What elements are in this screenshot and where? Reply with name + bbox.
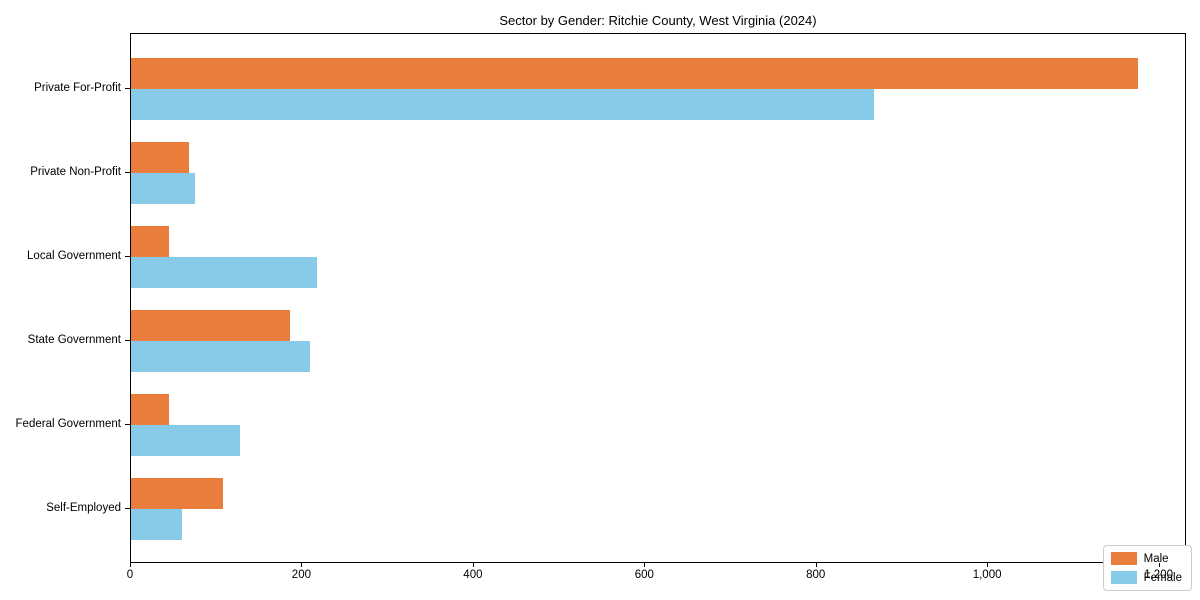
legend-item-male: Male xyxy=(1110,552,1182,565)
x-tick-mark xyxy=(644,563,646,567)
x-tick-mark xyxy=(815,563,817,567)
x-tick-mark xyxy=(301,563,303,567)
x-tick-mark xyxy=(472,563,474,567)
bar-female-5 xyxy=(131,509,183,540)
y-tick-mark xyxy=(125,508,130,509)
category-label: Private Non-Profit xyxy=(30,166,121,178)
bar-female-4 xyxy=(131,425,240,456)
legend-swatch-female xyxy=(1110,571,1137,584)
legend-label-male: Male xyxy=(1143,552,1169,565)
bar-male-5 xyxy=(131,478,223,509)
x-tick-label: 800 xyxy=(806,569,826,581)
bar-female-0 xyxy=(131,89,875,120)
category-label: Self-Employed xyxy=(46,502,121,514)
y-tick-mark xyxy=(125,424,130,425)
bar-male-3 xyxy=(131,310,290,341)
legend: Male Female xyxy=(1102,545,1192,591)
bar-female-2 xyxy=(131,257,317,288)
y-tick-mark xyxy=(125,340,130,341)
y-tick-mark xyxy=(125,172,130,173)
chart-title: Sector by Gender: Ritchie County, West V… xyxy=(499,13,817,28)
x-tick-label: 0 xyxy=(126,569,134,581)
x-tick-label: 1,000 xyxy=(972,569,1002,581)
legend-swatch-male xyxy=(1110,552,1137,565)
bar-male-0 xyxy=(131,58,1139,89)
plot-area xyxy=(130,33,1186,563)
category-label: Federal Government xyxy=(15,418,121,430)
bar-male-2 xyxy=(131,226,169,257)
legend-item-female: Female xyxy=(1110,571,1182,584)
category-label: Local Government xyxy=(27,250,121,262)
x-tick-mark xyxy=(1158,563,1160,567)
x-tick-mark xyxy=(987,563,989,567)
x-tick-mark xyxy=(130,563,131,567)
bar-male-4 xyxy=(131,394,169,425)
legend-label-female: Female xyxy=(1143,571,1182,584)
bar-female-1 xyxy=(131,173,196,204)
x-tick-label: 1,200 xyxy=(1144,569,1173,581)
x-tick-label: 600 xyxy=(634,569,654,581)
x-tick-label: 200 xyxy=(291,569,311,581)
bar-male-1 xyxy=(131,142,190,173)
x-tick-label: 400 xyxy=(463,569,483,581)
category-label: State Government xyxy=(27,334,121,346)
y-tick-mark xyxy=(125,256,130,257)
category-label: Private For-Profit xyxy=(34,82,121,94)
y-tick-mark xyxy=(125,88,130,89)
bar-female-3 xyxy=(131,341,311,372)
